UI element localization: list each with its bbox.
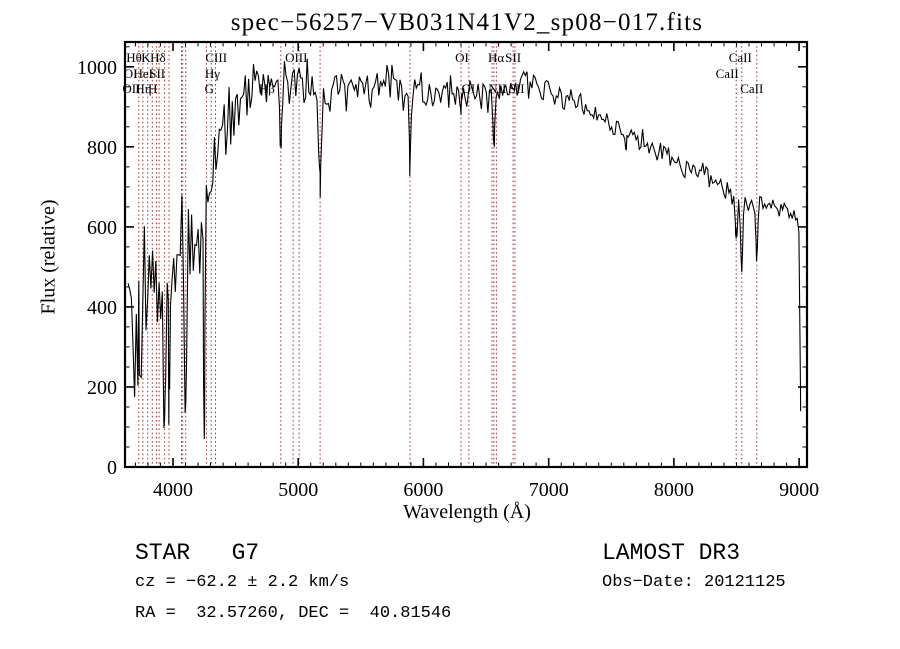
y-tick-label: 600 (87, 217, 117, 239)
spectral-line-label: K (141, 50, 151, 65)
spectral-line-label: SII (509, 81, 525, 96)
spectral-line-label: Hθ (126, 50, 142, 65)
spectral-line-label: OI (461, 81, 475, 96)
spectral-line-label: SII (505, 50, 521, 65)
y-tick-label: 400 (87, 297, 117, 319)
spectral-line-label: G (205, 81, 214, 96)
spectrum-trace (127, 58, 802, 440)
y-tick-label: 200 (87, 377, 117, 399)
spectral-line-label: CaII (729, 50, 752, 65)
x-tick-label: 9000 (779, 479, 819, 501)
spectral-line-label: CaII (740, 81, 763, 96)
axis-box (123, 40, 809, 469)
survey-release-label: LAMOST DR3 (602, 540, 741, 566)
spectral-line-label: NII (488, 81, 506, 96)
y-tick-label: 0 (107, 457, 117, 479)
spectral-line-label: CaII (716, 66, 739, 81)
x-tick-label: 8000 (654, 479, 694, 501)
spectral-line-label: CIII (205, 50, 227, 65)
spectral-line-label: Hβ (259, 81, 275, 96)
spectral-line-label: OII (122, 81, 140, 96)
y-tick-label: 800 (87, 137, 117, 159)
spectral-line-label: H (148, 81, 157, 96)
spectral-line-label: OI (124, 66, 138, 81)
spectral-line-label: Hγ (205, 66, 220, 81)
x-tick-label: 4000 (153, 479, 193, 501)
x-axis-label: Wavelength (Å) (403, 501, 531, 523)
ra-dec-label: RA = 32.57260, DEC = 40.81546 (135, 604, 452, 623)
y-tick-label: 1000 (77, 57, 117, 79)
spectral-line-label: Hη (135, 81, 151, 96)
obs-date-label: Obs−Date: 20121125 (602, 573, 786, 592)
plot-title: spec−56257−VB031N41V2_sp08−017.fits (230, 9, 704, 36)
spectral-line-label: HeI (133, 66, 153, 81)
spectral-line-label: Hα (488, 50, 504, 65)
spectral-line-label: SII (149, 66, 165, 81)
spectral-line-label: Hδ (150, 50, 166, 65)
x-tick-label: 5000 (278, 479, 318, 501)
x-tick-label: 6000 (403, 479, 443, 501)
spectral-line-label: OIII (285, 50, 307, 65)
cz-velocity-label: cz = −62.2 ± 2.2 km/s (135, 573, 350, 592)
spectral-line-label: OI (455, 50, 469, 65)
object-class-label: STAR G7 (135, 540, 260, 566)
x-tick-label: 7000 (529, 479, 569, 501)
